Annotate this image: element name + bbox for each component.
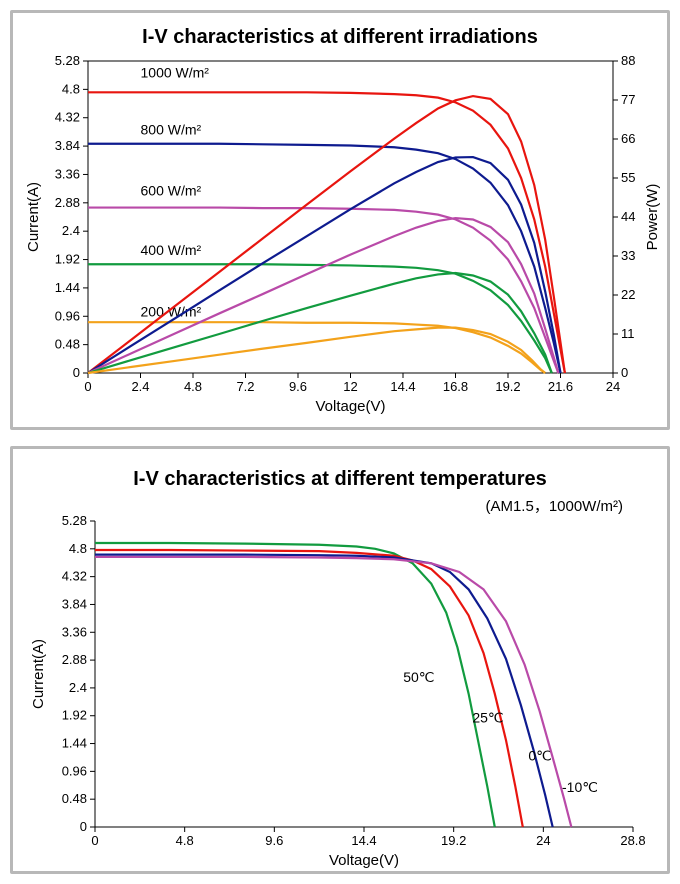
label-iv-1000: 1000 W/m² (141, 65, 210, 81)
label-t-25: 25℃ (472, 710, 503, 726)
svg-text:1.44: 1.44 (55, 280, 80, 295)
svg-text:28.8: 28.8 (620, 833, 645, 848)
svg-text:21.6: 21.6 (548, 379, 573, 394)
svg-text:2.88: 2.88 (55, 195, 80, 210)
iv-irradiation-panel: I-V characteristics at different irradia… (10, 10, 670, 430)
svg-text:14.4: 14.4 (351, 833, 376, 848)
svg-text:0.48: 0.48 (55, 337, 80, 352)
svg-text:5.28: 5.28 (55, 53, 80, 68)
label-iv-800: 800 W/m² (141, 121, 202, 137)
chart2-title: I-V characteristics at different tempera… (133, 468, 547, 490)
svg-text:66: 66 (621, 131, 635, 146)
svg-text:33: 33 (621, 248, 635, 263)
label-t-m10: -10℃ (562, 779, 598, 795)
svg-text:77: 77 (621, 92, 635, 107)
svg-text:9.6: 9.6 (265, 833, 283, 848)
label-t-50: 50℃ (403, 669, 434, 685)
svg-text:0: 0 (73, 365, 80, 380)
svg-text:3.84: 3.84 (55, 138, 80, 153)
svg-text:4.8: 4.8 (184, 379, 202, 394)
chart1-yright-label: Power(W) (644, 184, 661, 251)
series-pv-1000 (88, 96, 565, 373)
label-iv-400: 400 W/m² (141, 242, 202, 258)
svg-text:0: 0 (84, 379, 91, 394)
svg-text:4.32: 4.32 (55, 110, 80, 125)
svg-text:0.96: 0.96 (62, 763, 87, 778)
series-t-50 (95, 543, 495, 827)
svg-text:88: 88 (621, 53, 635, 68)
svg-text:3.84: 3.84 (62, 596, 87, 611)
label-iv-600: 600 W/m² (141, 183, 202, 199)
svg-text:0: 0 (91, 833, 98, 848)
svg-text:4.32: 4.32 (62, 569, 87, 584)
svg-text:1.92: 1.92 (62, 708, 87, 723)
svg-text:0: 0 (80, 819, 87, 834)
svg-text:0.96: 0.96 (55, 308, 80, 323)
svg-text:14.4: 14.4 (390, 379, 415, 394)
svg-text:55: 55 (621, 170, 635, 185)
svg-text:11: 11 (621, 326, 635, 341)
series-t-m10 (95, 557, 571, 827)
svg-text:2.4: 2.4 (131, 379, 149, 394)
svg-text:24: 24 (606, 379, 620, 394)
svg-text:0.48: 0.48 (62, 791, 87, 806)
series-iv-600 (88, 208, 558, 373)
iv-temperature-panel: I-V characteristics at different tempera… (10, 446, 670, 874)
series-t-0 (95, 555, 553, 827)
svg-text:7.2: 7.2 (236, 379, 254, 394)
series-t-25 (95, 550, 523, 827)
iv-irradiation-chart: I-V characteristics at different irradia… (13, 13, 667, 427)
svg-text:19.2: 19.2 (441, 833, 466, 848)
svg-text:2.4: 2.4 (62, 223, 80, 238)
svg-text:24: 24 (536, 833, 550, 848)
chart2-annotation: (AM1.5，1000W/m²) (485, 498, 623, 515)
svg-text:9.6: 9.6 (289, 379, 307, 394)
svg-text:12: 12 (343, 379, 357, 394)
svg-text:3.36: 3.36 (55, 166, 80, 181)
svg-text:2.88: 2.88 (62, 652, 87, 667)
svg-text:1.44: 1.44 (62, 736, 87, 751)
series-iv-800 (88, 144, 561, 373)
svg-text:22: 22 (621, 287, 635, 302)
svg-text:5.28: 5.28 (62, 513, 87, 528)
chart1-xlabel: Voltage(V) (315, 398, 385, 415)
label-t-0: 0℃ (528, 747, 552, 763)
chart2-ylabel: Current(A) (30, 639, 47, 709)
svg-text:16.8: 16.8 (443, 379, 468, 394)
label-iv-200: 200 W/m² (141, 303, 202, 319)
svg-text:19.2: 19.2 (495, 379, 520, 394)
chart1-yleft-label: Current(A) (25, 182, 42, 252)
svg-text:2.4: 2.4 (69, 680, 87, 695)
svg-text:4.8: 4.8 (176, 833, 194, 848)
svg-text:44: 44 (621, 209, 635, 224)
svg-text:4.8: 4.8 (62, 81, 80, 96)
svg-text:1.92: 1.92 (55, 252, 80, 267)
svg-text:4.8: 4.8 (69, 541, 87, 556)
svg-text:3.36: 3.36 (62, 624, 87, 639)
iv-temperature-chart: I-V characteristics at different tempera… (13, 449, 667, 871)
svg-text:0: 0 (621, 365, 628, 380)
chart1-title: I-V characteristics at different irradia… (142, 26, 538, 48)
chart2-xlabel: Voltage(V) (329, 852, 399, 869)
